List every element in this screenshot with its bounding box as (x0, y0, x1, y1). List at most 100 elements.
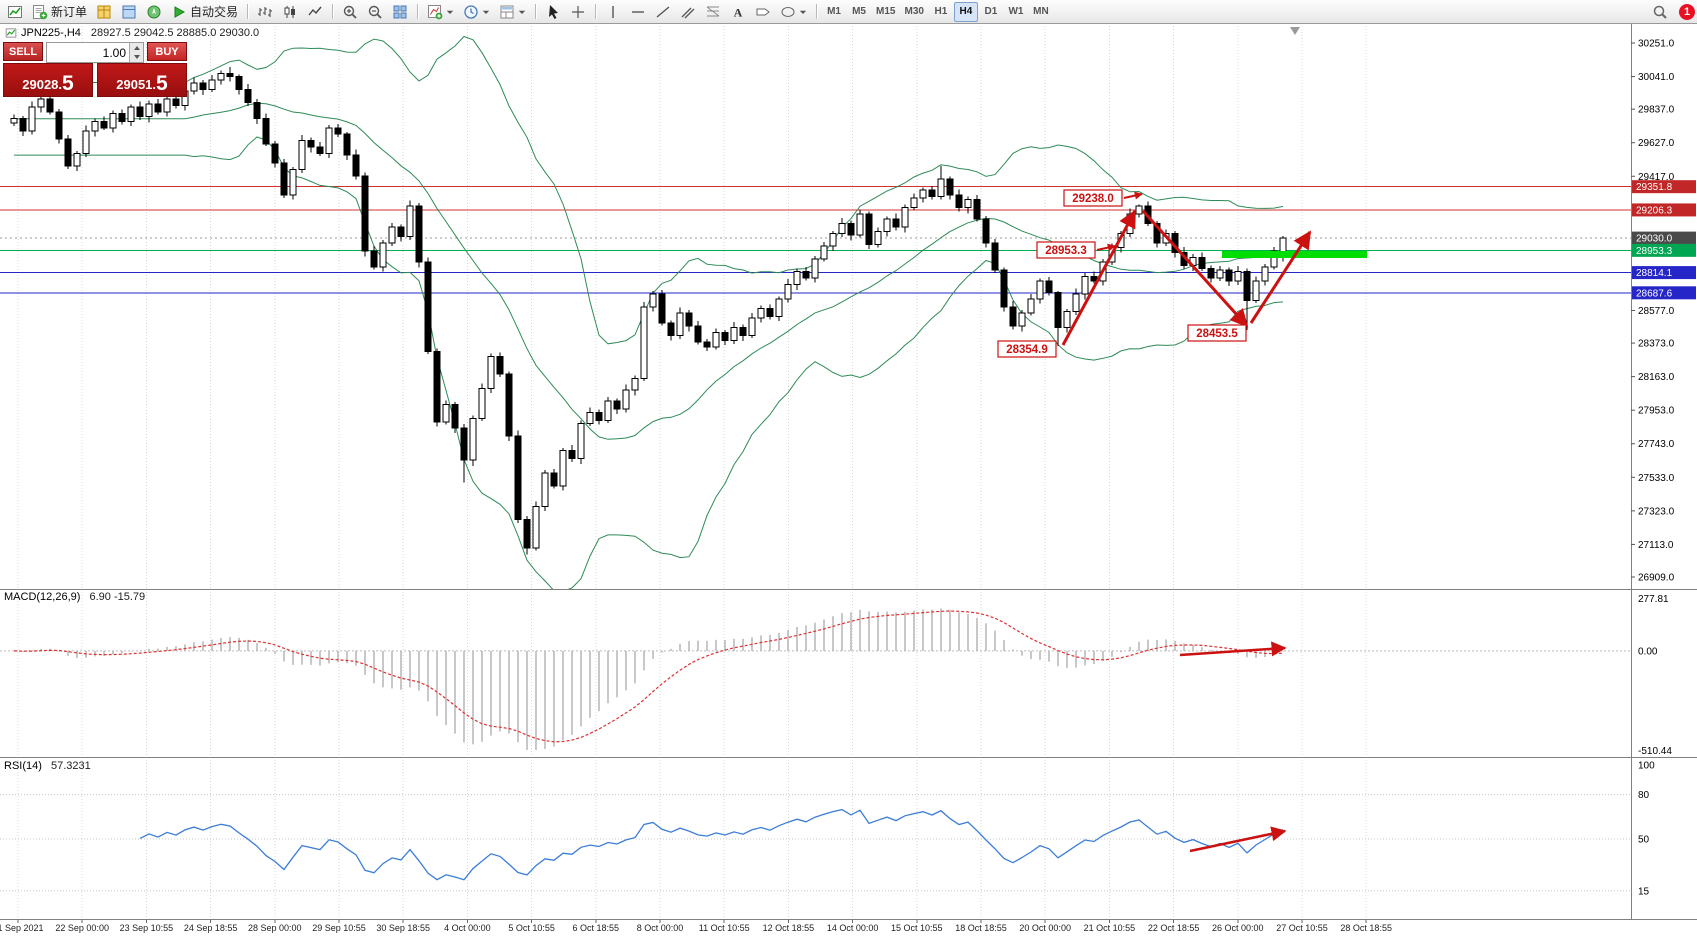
buy-price[interactable]: 29051. 5 (97, 63, 187, 97)
search-button[interactable] (1648, 2, 1672, 22)
timeframe-m30-button[interactable]: M30 (900, 2, 927, 22)
macd-title: MACD(12,26,9) (4, 591, 81, 603)
trend-arrow (1061, 209, 1137, 346)
sell-price[interactable]: 29028. 5 (3, 63, 93, 97)
time-axis-label: 24 Sep 18:55 (183, 923, 238, 933)
zoom-in-button[interactable] (338, 2, 362, 22)
svg-text:15: 15 (1638, 886, 1650, 897)
toolbar-separator (816, 4, 818, 19)
svg-text:100: 100 (1638, 761, 1655, 772)
stepper-up-icon[interactable] (130, 43, 143, 53)
volume-value[interactable]: 1.00 (102, 45, 126, 60)
price-level-badge (1632, 243, 1696, 257)
vertical-line-button[interactable] (601, 2, 625, 22)
label-button[interactable] (751, 2, 775, 22)
bar-chart-button[interactable] (253, 2, 277, 22)
indicators-button[interactable] (423, 2, 458, 22)
time-axis-label: 26 Oct 00:00 (1212, 923, 1264, 933)
trend-arrow (1141, 209, 1249, 328)
periods-icon (464, 4, 478, 19)
buy-button[interactable]: BUY (147, 42, 187, 61)
sell-price-sep: . (58, 76, 63, 92)
price-level-badge (1632, 266, 1696, 280)
data-window-button[interactable] (117, 2, 141, 22)
chart-icon (5, 28, 17, 38)
svg-text:28953.3: 28953.3 (1636, 246, 1673, 257)
svg-text:50: 50 (1638, 835, 1650, 846)
timeframe-h1-button[interactable]: H1 (929, 2, 953, 22)
time-axis-label: 22 Oct 18:55 (1147, 923, 1200, 933)
chevron-down-icon (799, 8, 807, 16)
timeframe-m5-button[interactable]: M5 (847, 2, 871, 22)
trendline-button[interactable] (651, 2, 675, 22)
svg-text:29238.0: 29238.0 (1072, 193, 1114, 205)
time-axis-label: 15 Oct 10:55 (891, 923, 943, 933)
svg-text:29837.0: 29837.0 (1638, 105, 1675, 116)
svg-text:29030.0: 29030.0 (1636, 234, 1673, 245)
new-order-icon (33, 4, 48, 19)
chart-title: JPN225-,H4 28927.5 29042.5 28885.0 29030… (5, 27, 259, 39)
fibonacci-button[interactable] (701, 2, 725, 22)
market-watch-button[interactable] (92, 2, 116, 22)
toolbar-separator (595, 4, 597, 19)
navigator-button[interactable] (142, 2, 166, 22)
charts-window-icon[interactable] (3, 2, 27, 22)
time-axis[interactable]: 21 Sep 2021 22 Sep 00:00 23 Sep 10:55 24 Se… (0, 920, 1697, 940)
candlestick-chart-button[interactable] (278, 2, 302, 22)
chevron-down-icon (482, 8, 490, 16)
new-order-button[interactable]: 新订单 (28, 2, 91, 22)
line-chart-icon (308, 6, 322, 15)
time-axis-label: 22 Sep 00:00 (55, 923, 109, 933)
rsi-title: RSI(14) (4, 760, 42, 772)
buy-price-main: 29051 (116, 76, 153, 92)
volume-field[interactable]: 1.00 (46, 42, 144, 63)
cursor-button[interactable] (541, 2, 565, 22)
shapes-icon (781, 6, 795, 17)
horizontal-line-icon (632, 10, 645, 13)
notification-badge[interactable]: 1 (1679, 3, 1695, 20)
macd-trend-arrow (1179, 641, 1287, 657)
toolbar-separator (332, 4, 334, 19)
crosshair-button[interactable] (566, 2, 590, 22)
periods-button[interactable] (459, 2, 494, 22)
time-axis-label: 4 Oct 00:00 (444, 923, 491, 933)
navigator-icon (147, 5, 161, 18)
timeframe-m15-button[interactable]: M15 (872, 2, 899, 22)
timeframe-mn-button[interactable]: MN (1029, 2, 1053, 22)
channel-icon (681, 7, 695, 18)
horizontal-line-button[interactable] (626, 2, 650, 22)
rsi-value: 57.3231 (50, 760, 91, 772)
buy-price-frac: 5 (156, 72, 168, 95)
trend-arrow (1249, 230, 1312, 324)
autotrade-button[interactable]: 自动交易 (167, 2, 242, 22)
charts-window-icon-icon (8, 5, 22, 18)
time-axis-label: 8 Oct 00:00 (636, 923, 684, 933)
price-annotation-box (1063, 189, 1123, 207)
chevron-down-icon (446, 8, 454, 16)
timeframe-h4-button[interactable]: H4 (953, 1, 978, 22)
line-chart-button[interactable] (303, 2, 327, 22)
main-toolbar: 新订单 自动交易 A M1 M5 M15 M30 H1 H4 D1 W1 MN 1 (0, 0, 1697, 24)
fibonacci-icon (706, 6, 720, 16)
svg-text:277.81: 277.81 (1638, 594, 1669, 605)
sell-button[interactable]: SELL (3, 42, 43, 61)
text-icon: A (734, 5, 743, 19)
shapes-button[interactable] (776, 2, 811, 22)
timeframe-m1-button[interactable]: M1 (822, 2, 846, 22)
time-axis-label: 6 Oct 18:55 (572, 923, 620, 933)
timeframe-d1-button[interactable]: D1 (979, 2, 1003, 22)
tile-windows-button[interactable] (388, 2, 412, 22)
zoom-out-button[interactable] (363, 2, 387, 22)
channel-button[interactable] (676, 2, 700, 22)
stepper-down-icon[interactable] (130, 52, 143, 62)
toolbar-separator (247, 4, 249, 19)
volume-stepper[interactable] (129, 43, 143, 62)
timeframe-w1-button[interactable]: W1 (1004, 2, 1028, 22)
svg-text:28163.0: 28163.0 (1638, 372, 1675, 383)
svg-text:27323.0: 27323.0 (1638, 506, 1675, 517)
text-button[interactable]: A (726, 2, 750, 22)
ohlc-values: 28927.5 29042.5 28885.0 29030.0 (90, 27, 260, 39)
svg-text:27743.0: 27743.0 (1638, 439, 1675, 450)
templates-button[interactable] (495, 2, 530, 22)
